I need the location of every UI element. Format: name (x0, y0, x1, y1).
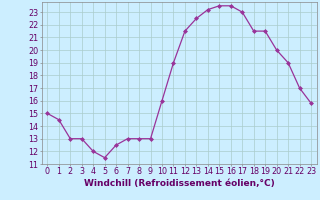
X-axis label: Windchill (Refroidissement éolien,°C): Windchill (Refroidissement éolien,°C) (84, 179, 275, 188)
